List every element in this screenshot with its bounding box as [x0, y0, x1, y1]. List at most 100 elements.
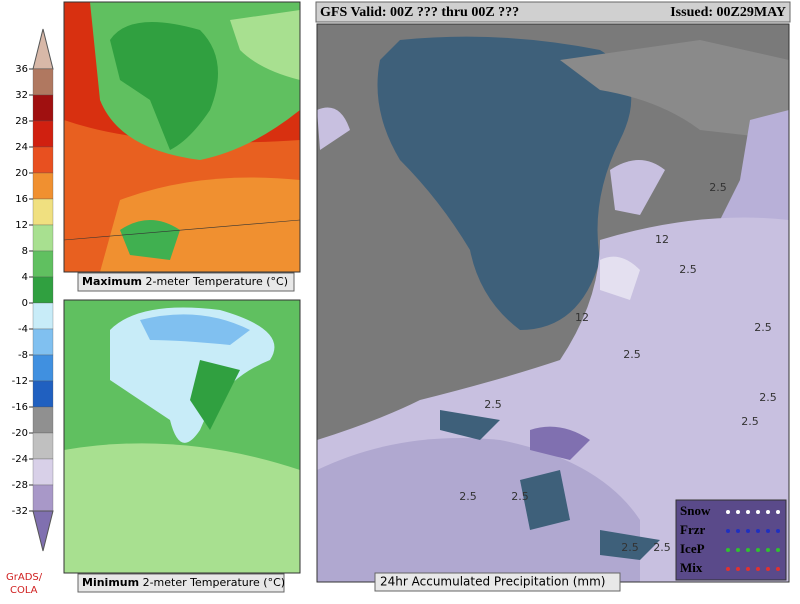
colorbar-band	[32, 224, 54, 252]
legend-label: Frzr	[680, 522, 705, 537]
colorbar-band	[32, 146, 54, 174]
legend-dot	[726, 510, 730, 514]
legend-dot	[726, 567, 730, 571]
colorbar-tick-label: 20	[15, 168, 28, 179]
colorbar-tick-label: -20	[12, 428, 28, 439]
legend-dot	[766, 529, 770, 533]
colorbar-band	[32, 198, 54, 226]
legend-dot	[746, 548, 750, 552]
colorbar-tick-label: -24	[12, 454, 28, 465]
colorbar-band	[32, 250, 54, 278]
colorbar-tick-label: -32	[12, 506, 28, 517]
legend-dot	[756, 529, 760, 533]
contour-label: 2.5	[741, 415, 759, 428]
legend-dot	[776, 510, 780, 514]
contour-label: 2.5	[484, 398, 502, 411]
colorbar-band	[32, 458, 54, 486]
legend-dot	[776, 567, 780, 571]
header-bar	[315, 1, 791, 23]
colorbar-tick-label: -28	[12, 480, 28, 491]
legend-dot	[726, 548, 730, 552]
legend-dot	[756, 548, 760, 552]
legend-dot	[766, 567, 770, 571]
max-temp-map	[64, 2, 300, 272]
colorbar-band	[32, 406, 54, 434]
contour-label: 2.5	[459, 490, 477, 503]
colorbar-band	[32, 380, 54, 408]
colorbar-band	[32, 432, 54, 460]
colorbar-band	[32, 68, 54, 96]
legend-dot	[756, 510, 760, 514]
contour-label: 2.5	[623, 348, 641, 361]
colorbar: 36 32 28 24 20 16 12 8 4 0 -4 -8 -12 -16 -20 -24 -28 -32	[12, 28, 54, 552]
label-box	[374, 572, 621, 592]
legend-dot	[756, 567, 760, 571]
contour-label: 12	[575, 311, 589, 324]
precip-map	[317, 24, 789, 582]
colorbar-tick-label: 0	[22, 298, 28, 309]
colorbar-tick-label: 16	[15, 194, 28, 205]
colorbar-tick-label: 4	[22, 272, 28, 283]
contour-label: 2.5	[679, 263, 697, 276]
legend-dot	[766, 548, 770, 552]
colorbar-tick-label: -8	[18, 350, 28, 361]
colorbar-tick-label: -4	[18, 324, 28, 335]
panel-frame	[63, 299, 301, 574]
credit: GrADS/	[6, 572, 43, 583]
colorbar-band	[32, 94, 54, 122]
label-bold: Minimum	[82, 576, 139, 589]
colorbar-tick-label: 32	[15, 90, 28, 101]
panel-label: Minimum 2-meter Temperature (°C)	[82, 576, 285, 589]
header-title: GFS Valid: 00Z ??? thru 00Z ???	[320, 5, 519, 20]
contour-label: 2.5	[709, 181, 727, 194]
colorbar-band	[32, 120, 54, 148]
legend-dot	[776, 529, 780, 533]
legend-dot	[736, 548, 740, 552]
colorbar-band	[32, 328, 54, 356]
colorbar-tick-label: 28	[15, 116, 28, 127]
contour-label: 2.5	[759, 391, 777, 404]
legend-dot	[746, 510, 750, 514]
issued: Issued: 00Z29MAY	[670, 5, 786, 20]
colorbar-tick-label: -12	[12, 376, 28, 387]
legend-label: Snow	[680, 503, 711, 518]
colorbar-band	[32, 354, 54, 382]
label-box	[77, 573, 285, 593]
colorbar-tick-label: 36	[15, 64, 28, 75]
colorbar-band	[32, 484, 54, 512]
colorbar-band	[32, 276, 54, 304]
precip-label: 24hr Accumulated Precipitation (mm)	[380, 575, 606, 589]
min-temp-map	[64, 300, 300, 573]
legend-dot	[746, 567, 750, 571]
legend-label: Mix	[680, 560, 703, 575]
legend-label: IceP	[680, 541, 705, 556]
colorbar-cap	[32, 510, 54, 552]
contour-label: 2.5	[511, 490, 529, 503]
label-text: 2-meter Temperature (°C)	[143, 576, 286, 589]
colorbar-band	[32, 302, 54, 330]
legend-dot	[736, 510, 740, 514]
legend-dot	[746, 529, 750, 533]
legend-dot	[726, 529, 730, 533]
legend-dot	[776, 548, 780, 552]
label-box	[77, 272, 295, 292]
colorbar-tick-label: -16	[12, 402, 28, 413]
contour-label: 2.5	[621, 541, 639, 554]
contour-label: 2.5	[754, 321, 772, 334]
contour-label: 2.5	[653, 541, 671, 554]
panel-frame	[63, 1, 301, 273]
legend-dot	[736, 567, 740, 571]
colorbar-tick-label: 12	[15, 220, 28, 231]
legend-dot	[766, 510, 770, 514]
colorbar-cap	[32, 28, 54, 70]
legend-dot	[736, 529, 740, 533]
label-bold: Maximum	[82, 275, 142, 288]
colorbar-tick-label: 8	[22, 246, 28, 257]
label-text: 2-meter Temperature (°C)	[146, 275, 289, 288]
credit: COLA	[10, 585, 38, 596]
panel-label: Maximum 2-meter Temperature (°C)	[82, 275, 288, 288]
colorbar-band	[32, 172, 54, 200]
contour-label: 12	[655, 233, 669, 246]
colorbar-tick-label: 24	[15, 142, 28, 153]
